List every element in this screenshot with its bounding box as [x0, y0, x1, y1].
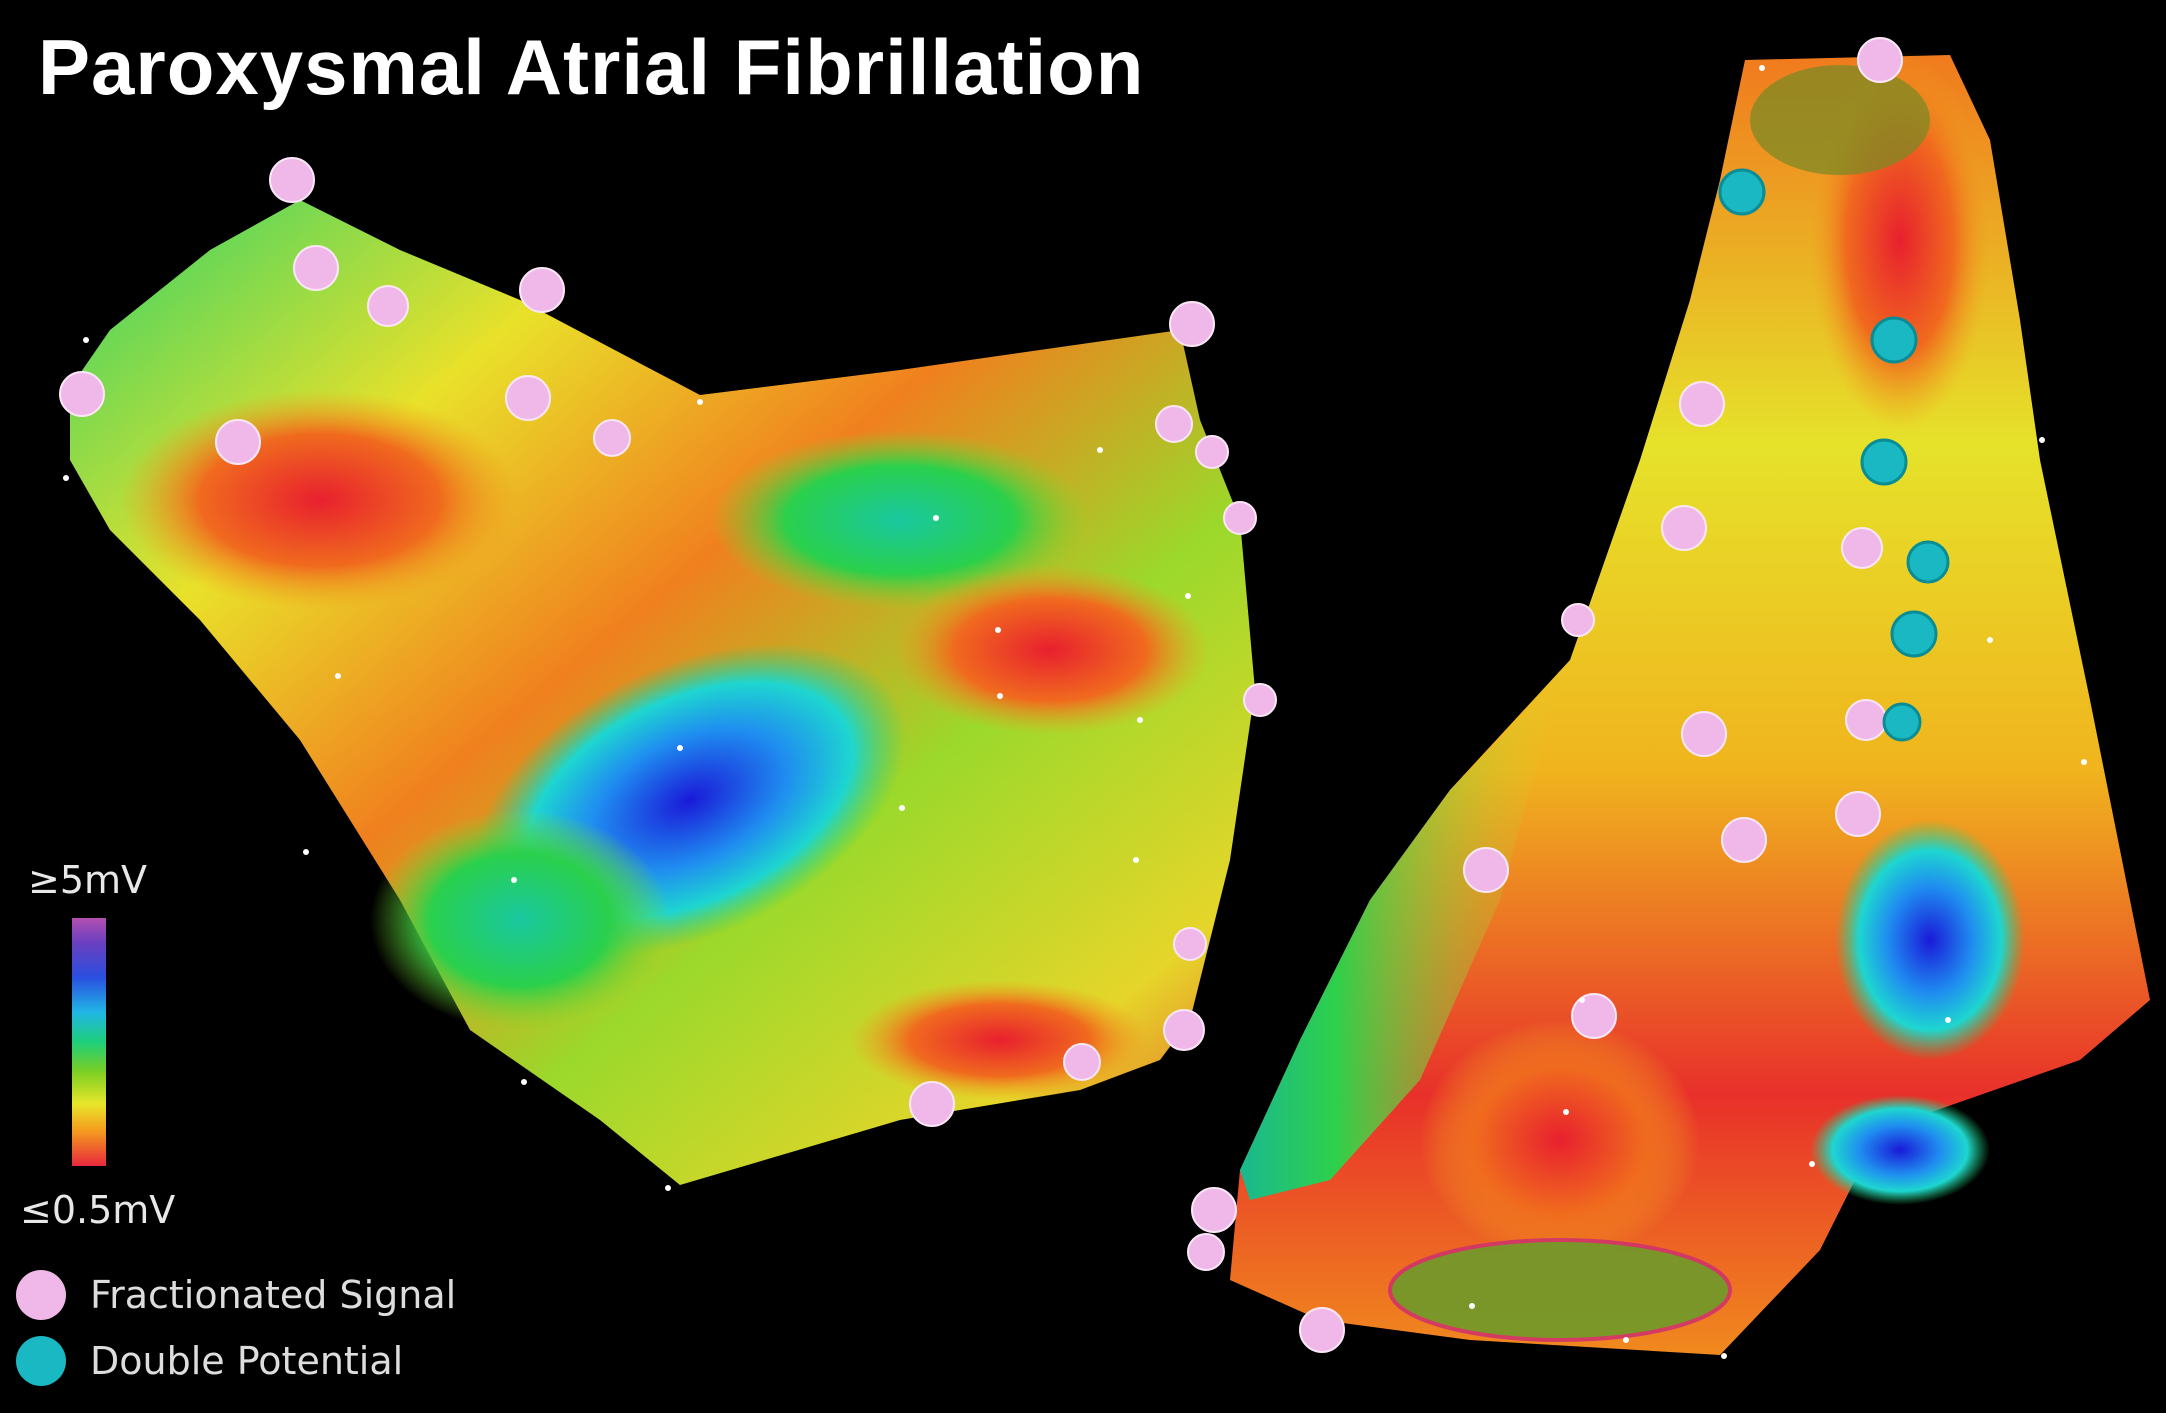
fractionated-signal-marker	[1299, 1307, 1345, 1353]
right-top-opening	[1750, 65, 1930, 175]
sample-point	[511, 877, 517, 883]
sample-point	[1759, 65, 1765, 71]
legend-label: Double Potential	[90, 1339, 404, 1383]
left-green-region-bottom	[370, 810, 670, 1030]
sample-point	[521, 1079, 527, 1085]
sample-point	[665, 1185, 671, 1191]
fractionated-signal-marker	[1679, 381, 1725, 427]
sample-point	[1579, 997, 1585, 1003]
sample-point	[997, 693, 1003, 699]
double-potential-marker	[1860, 438, 1908, 486]
fractionated-signal-marker	[59, 371, 105, 417]
left-red-region-right	[890, 565, 1210, 735]
double-potential-marker	[1718, 168, 1766, 216]
fractionated-signal-marker	[1063, 1043, 1101, 1081]
right-red-region-bottom	[1420, 1020, 1700, 1260]
fractionated-signal-icon	[16, 1270, 66, 1320]
right-blue-region	[1835, 820, 2025, 1060]
fractionated-signal-marker	[1463, 847, 1509, 893]
fractionated-signal-marker	[367, 285, 409, 327]
fractionated-signal-marker	[593, 419, 631, 457]
colorbar-min-label: ≤0.5mV	[20, 1188, 176, 1232]
fractionated-signal-marker	[1835, 791, 1881, 837]
legend-label: Fractionated Signal	[90, 1273, 457, 1317]
sample-point	[303, 849, 309, 855]
right-blue-region-low	[1810, 1095, 1990, 1205]
legend-item-fractionated: Fractionated Signal	[16, 1270, 456, 1320]
fractionated-signal-marker	[909, 1081, 955, 1127]
sample-points	[63, 65, 2087, 1359]
fractionated-signal-marker	[1661, 505, 1707, 551]
sample-point	[995, 627, 1001, 633]
sample-point	[1809, 1161, 1815, 1167]
fractionated-signal-marker	[269, 157, 315, 203]
sample-point	[1945, 1017, 1951, 1023]
fractionated-signal-marker	[1857, 37, 1903, 83]
fractionated-signal-marker	[1223, 501, 1257, 535]
fractionated-signal-marker	[1163, 1009, 1205, 1051]
fractionated-signal-marker	[1173, 927, 1207, 961]
right-atrium-left-lobe	[1240, 680, 1560, 1200]
double-potential-marker	[1882, 702, 1922, 742]
fractionated-signal-marker	[1169, 301, 1215, 347]
left-red-region-top	[120, 390, 520, 610]
fractionated-signal-marker	[519, 267, 565, 313]
right-bottom-opening	[1388, 1238, 1732, 1342]
fractionated-signal-marker	[1155, 405, 1193, 443]
fractionated-signal-marker	[1721, 817, 1767, 863]
sample-point	[677, 745, 683, 751]
fractionated-signal-marker	[1187, 1233, 1225, 1271]
sample-point	[1133, 857, 1139, 863]
fractionated-signal-markers	[59, 37, 1903, 1353]
fractionated-signal-marker	[215, 419, 261, 465]
sample-point	[83, 337, 89, 343]
sample-point	[335, 673, 341, 679]
sample-point	[697, 399, 703, 405]
figure-title: Paroxysmal Atrial Fibrillation	[38, 23, 1145, 111]
sample-point	[2081, 759, 2087, 765]
legend-item-double-potential: Double Potential	[16, 1336, 403, 1386]
fractionated-signal-marker	[505, 375, 551, 421]
double-potential-marker	[1870, 316, 1918, 364]
fractionated-signal-marker	[1195, 435, 1229, 469]
sample-point	[899, 805, 905, 811]
sample-point	[2039, 437, 2045, 443]
fractionated-signal-marker	[1561, 603, 1595, 637]
fractionated-signal-marker	[1243, 683, 1277, 717]
fractionated-signal-marker	[1841, 527, 1883, 569]
double-potential-markers	[1718, 168, 1950, 742]
fractionated-signal-marker	[1681, 711, 1727, 757]
sample-point	[1097, 447, 1103, 453]
sample-point	[1137, 717, 1143, 723]
sample-point	[933, 515, 939, 521]
fractionated-signal-marker	[1571, 993, 1617, 1039]
double-potential-marker	[1890, 610, 1938, 658]
fractionated-signal-marker	[1191, 1187, 1237, 1233]
left-atrium-map	[70, 200, 1255, 1185]
sample-point	[63, 475, 69, 481]
sample-point	[1469, 1303, 1475, 1309]
fractionated-signal-marker	[293, 245, 339, 291]
colorbar-max-label: ≥5mV	[28, 858, 148, 902]
sample-point	[1721, 1353, 1727, 1359]
double-potential-marker	[1906, 540, 1950, 584]
sample-point	[1623, 1337, 1629, 1343]
fractionated-signal-marker	[1845, 699, 1887, 741]
sample-point	[1563, 1109, 1569, 1115]
double-potential-icon	[16, 1336, 66, 1386]
right-atrium-map	[1230, 50, 2150, 1355]
left-red-region-bottom	[850, 980, 1150, 1100]
left-green-region-top	[710, 430, 1090, 610]
voltage-colorbar	[72, 918, 106, 1166]
sample-point	[1185, 593, 1191, 599]
sample-point	[1987, 637, 1993, 643]
